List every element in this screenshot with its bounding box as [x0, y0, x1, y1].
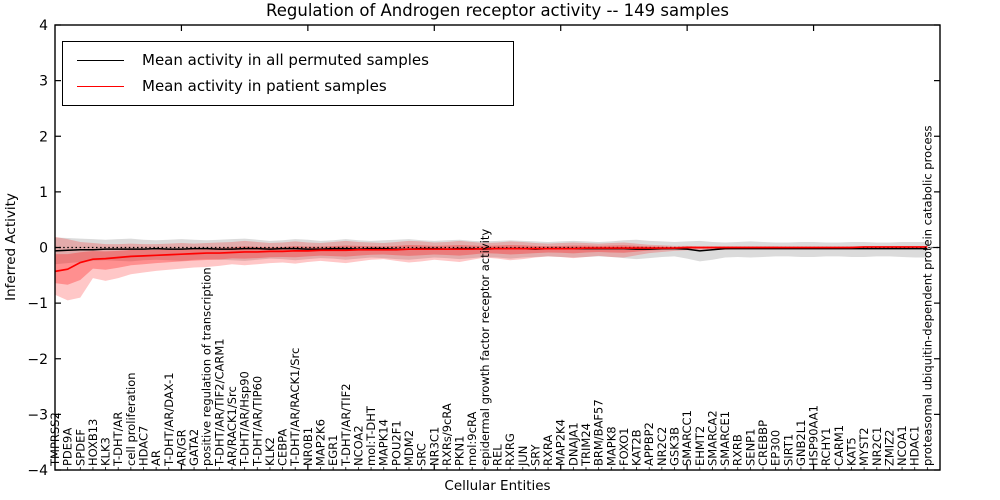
permuted-line-swatch: [77, 59, 124, 61]
x-entity-label: NR0B1: [301, 427, 315, 466]
x-entity-label: MAPK14: [377, 419, 391, 466]
y-tick-label: −2: [27, 352, 48, 368]
x-entity-label: KLK2: [263, 437, 277, 466]
x-entity-label: mol:T-DHT: [364, 405, 378, 466]
x-entity-label: cell proliferation: [124, 372, 138, 466]
chart-title: Regulation of Androgen receptor activity…: [266, 1, 729, 20]
x-entity-label: RXRG: [503, 433, 517, 466]
x-entity-label: HDAC1: [908, 426, 922, 466]
x-entity-label: GATA2: [187, 429, 201, 466]
x-entity-label: SPDEF: [73, 429, 87, 466]
x-entity-label: PKN1: [453, 436, 467, 466]
x-entity-label: T-DHT/AR/TIP60: [250, 376, 264, 467]
x-entity-label: NCOA2: [351, 425, 365, 466]
x-entity-label: JUN: [516, 446, 530, 467]
y-axis-label: Inferred Activity: [3, 193, 19, 301]
x-entity-label: T-DHT/AR/DAX-1: [162, 372, 176, 467]
x-entity-label: REL: [491, 444, 505, 466]
x-entity-label: HDAC7: [137, 426, 151, 466]
x-entity-label: positive regulation of transcription: [200, 267, 214, 466]
legend: Mean activity in all permuted samples Me…: [62, 41, 514, 106]
x-entity-label: MDM2: [402, 430, 416, 466]
patient-outer-band: [55, 236, 928, 301]
x-entity-label: EP300: [769, 430, 783, 466]
x-entity-label: ZMIZ2: [882, 430, 896, 466]
y-tick-label: 1: [39, 185, 48, 201]
x-entity-label: CEBPA: [276, 429, 290, 466]
x-entity-label: MAP2K6: [314, 419, 328, 466]
x-entity-label: KLK3: [99, 437, 113, 466]
x-entity-label: T-DHT/AR/TIF2: [339, 383, 353, 467]
legend-entry-permuted: Mean activity in all permuted samples: [73, 47, 503, 73]
x-entity-label: NR2C1: [870, 427, 884, 466]
x-entity-label: HOXB13: [86, 419, 100, 466]
x-entity-label: epidermal growth factor receptor activit…: [478, 229, 492, 466]
x-entity-label: MYST2: [857, 427, 871, 466]
x-entity-label: SRY: [528, 443, 542, 466]
x-entity-label: EHMT2: [693, 426, 707, 466]
y-tick-label: 2: [39, 129, 48, 145]
x-entity-label: SMARCA2: [705, 410, 719, 466]
y-tick-label: 0: [39, 241, 48, 257]
x-entity-label: GNB2L1: [794, 420, 808, 466]
patient-line-swatch: [77, 85, 124, 87]
x-axis-label: Cellular Entities: [444, 478, 551, 494]
x-entity-label: T-DHT/AR/Hsp90: [238, 371, 252, 467]
y-tick-label: −3: [27, 407, 48, 423]
y-tick-label: −4: [27, 463, 48, 479]
x-entity-label: GSK3B: [668, 427, 682, 466]
x-entity-label: MAPK8: [604, 426, 618, 466]
x-entity-label: NR2C2: [655, 427, 669, 466]
x-entity-label: CREBBP: [756, 420, 770, 466]
permuted-band: [55, 237, 928, 265]
x-entity-label: RXRA: [541, 435, 555, 466]
plot-frame: [54, 24, 941, 471]
x-entity-label: AR/GR: [174, 429, 188, 466]
x-entity-label: T-DHT/AR: [111, 412, 125, 467]
x-entity-label: TRIM24: [579, 423, 593, 467]
x-entity-label: AR/RACK1/Src: [225, 386, 239, 466]
x-entity-label: KAT2B: [630, 429, 644, 466]
x-entity-label: NCOA1: [895, 425, 909, 466]
x-entity-label: SENP1: [743, 429, 757, 466]
x-entity-label: SIRT1: [781, 434, 795, 466]
x-entity-label: proteasomal ubiquitin-dependent protein …: [920, 125, 934, 466]
x-entity-label: AR: [149, 450, 163, 466]
y-tick-label: 4: [39, 18, 48, 34]
x-entity-label: HSP90AA1: [807, 405, 821, 466]
x-entity-label: SRC: [415, 443, 429, 466]
x-entity-label: POU2F1: [389, 420, 403, 466]
patient-mean-line: [55, 246, 928, 273]
x-entity-label: APPBP2: [642, 422, 656, 466]
legend-entry-patient: Mean activity in patient samples: [73, 73, 503, 99]
x-entity-label: RXRs/9cRA: [440, 403, 454, 466]
x-entity-label: SMARCC1: [680, 410, 694, 466]
x-entity-label: CARM1: [832, 425, 846, 466]
x-entity-label: EGR1: [326, 435, 340, 467]
y-tick-label: −1: [27, 296, 48, 312]
patient-inner-band: [55, 244, 928, 285]
x-entity-label: RCHY1: [819, 428, 833, 466]
legend-label: Mean activity in all permuted samples: [142, 51, 429, 69]
x-entity-label: DNAJA1: [566, 422, 580, 466]
x-entity-label: SMARCE1: [718, 411, 732, 466]
x-entity-label: FOXO1: [617, 428, 631, 466]
x-entity-label: T-DHT/AR/RACK1/Src: [288, 348, 302, 467]
x-entity-label: NR3C1: [427, 427, 441, 466]
x-entity-label: T-DHT/AR/TIF2/CARM1: [212, 338, 226, 467]
y-tick-label: 3: [39, 74, 48, 90]
x-entity-label: PDE9A: [61, 428, 75, 466]
legend-label: Mean activity in patient samples: [142, 77, 387, 95]
x-entity-label: KAT5: [845, 437, 859, 466]
x-entity-label: RXRB: [731, 434, 745, 466]
x-entity-label: MAP2K4: [554, 419, 568, 466]
x-entity-label: BRM/BAF57: [592, 399, 606, 466]
x-entity-label: mol:9cRA: [465, 412, 479, 466]
